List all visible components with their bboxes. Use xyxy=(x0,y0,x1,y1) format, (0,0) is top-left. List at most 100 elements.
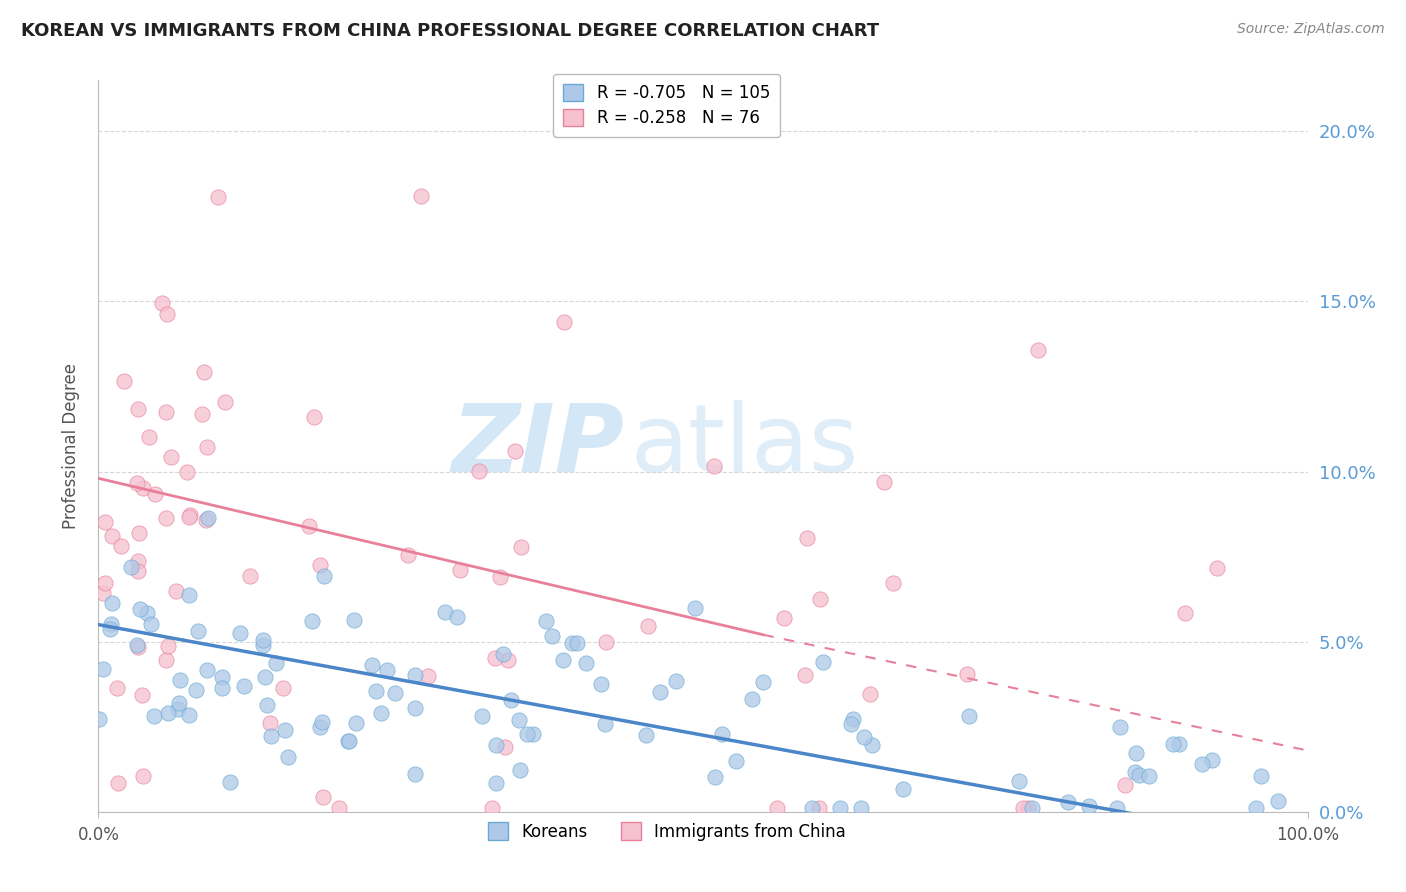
Point xyxy=(271,681,294,696)
Point xyxy=(361,657,384,672)
Point xyxy=(195,440,218,454)
Point xyxy=(120,560,142,574)
Point xyxy=(169,673,191,687)
Point xyxy=(711,727,734,741)
Point xyxy=(94,576,117,591)
Point xyxy=(191,407,214,421)
Point xyxy=(536,615,558,629)
Point xyxy=(159,450,181,465)
Point xyxy=(1244,801,1267,815)
Point xyxy=(155,653,177,667)
Point xyxy=(167,696,190,710)
Point xyxy=(100,617,122,632)
Point xyxy=(187,624,209,639)
Point xyxy=(165,584,187,599)
Point xyxy=(127,640,149,654)
Point xyxy=(260,729,283,743)
Point xyxy=(852,730,875,744)
Point xyxy=(179,589,201,603)
Point xyxy=(509,763,531,777)
Point xyxy=(1250,769,1272,783)
Point xyxy=(145,487,167,501)
Point xyxy=(337,734,360,748)
Point xyxy=(404,701,426,715)
Point xyxy=(197,511,219,525)
Point xyxy=(561,635,583,649)
Point xyxy=(136,606,159,620)
Point xyxy=(1205,561,1227,575)
Point xyxy=(842,712,865,726)
Point xyxy=(239,569,262,583)
Point xyxy=(132,481,155,495)
Point xyxy=(724,754,747,768)
Point xyxy=(264,657,287,671)
Point xyxy=(127,564,149,578)
Point xyxy=(704,770,727,784)
Point xyxy=(193,365,215,379)
Point xyxy=(593,716,616,731)
Point xyxy=(308,720,330,734)
Point xyxy=(1057,795,1080,809)
Point xyxy=(101,529,124,543)
Point xyxy=(167,702,190,716)
Point xyxy=(274,723,297,737)
Point xyxy=(309,558,332,573)
Point xyxy=(1137,769,1160,783)
Point xyxy=(301,614,323,628)
Point xyxy=(873,475,896,489)
Point xyxy=(179,508,201,522)
Point xyxy=(516,727,538,741)
Point xyxy=(957,708,980,723)
Point xyxy=(177,707,200,722)
Point xyxy=(575,656,598,670)
Point xyxy=(229,625,252,640)
Point xyxy=(703,458,725,473)
Point xyxy=(1267,794,1289,808)
Point xyxy=(143,708,166,723)
Point xyxy=(139,617,162,632)
Point xyxy=(311,715,333,730)
Point xyxy=(811,655,834,669)
Point xyxy=(94,515,117,529)
Point xyxy=(1191,757,1213,772)
Point xyxy=(416,669,439,683)
Point xyxy=(298,519,321,533)
Point xyxy=(446,610,468,624)
Point xyxy=(1021,801,1043,815)
Point xyxy=(91,585,114,599)
Text: Source: ZipAtlas.com: Source: ZipAtlas.com xyxy=(1237,22,1385,37)
Point xyxy=(404,668,426,682)
Point xyxy=(741,692,763,706)
Point xyxy=(112,375,135,389)
Point xyxy=(155,510,177,524)
Point xyxy=(595,634,617,648)
Point xyxy=(891,781,914,796)
Point xyxy=(312,569,335,583)
Point xyxy=(484,775,506,789)
Point xyxy=(375,663,398,677)
Point xyxy=(501,692,523,706)
Point xyxy=(157,639,180,653)
Point xyxy=(859,687,882,701)
Point xyxy=(107,776,129,790)
Point xyxy=(796,531,818,545)
Point xyxy=(254,670,277,684)
Point xyxy=(860,739,883,753)
Point xyxy=(127,553,149,567)
Point xyxy=(233,679,256,693)
Point xyxy=(1105,801,1128,815)
Point xyxy=(312,790,335,805)
Point xyxy=(773,611,796,625)
Point xyxy=(488,570,510,584)
Point xyxy=(211,681,233,695)
Point xyxy=(1201,753,1223,767)
Point xyxy=(665,673,688,688)
Point xyxy=(481,801,503,815)
Point xyxy=(1078,799,1101,814)
Point xyxy=(801,801,824,815)
Point xyxy=(343,613,366,627)
Point xyxy=(218,775,240,789)
Point xyxy=(207,189,229,203)
Point xyxy=(1128,768,1150,782)
Point xyxy=(882,576,904,591)
